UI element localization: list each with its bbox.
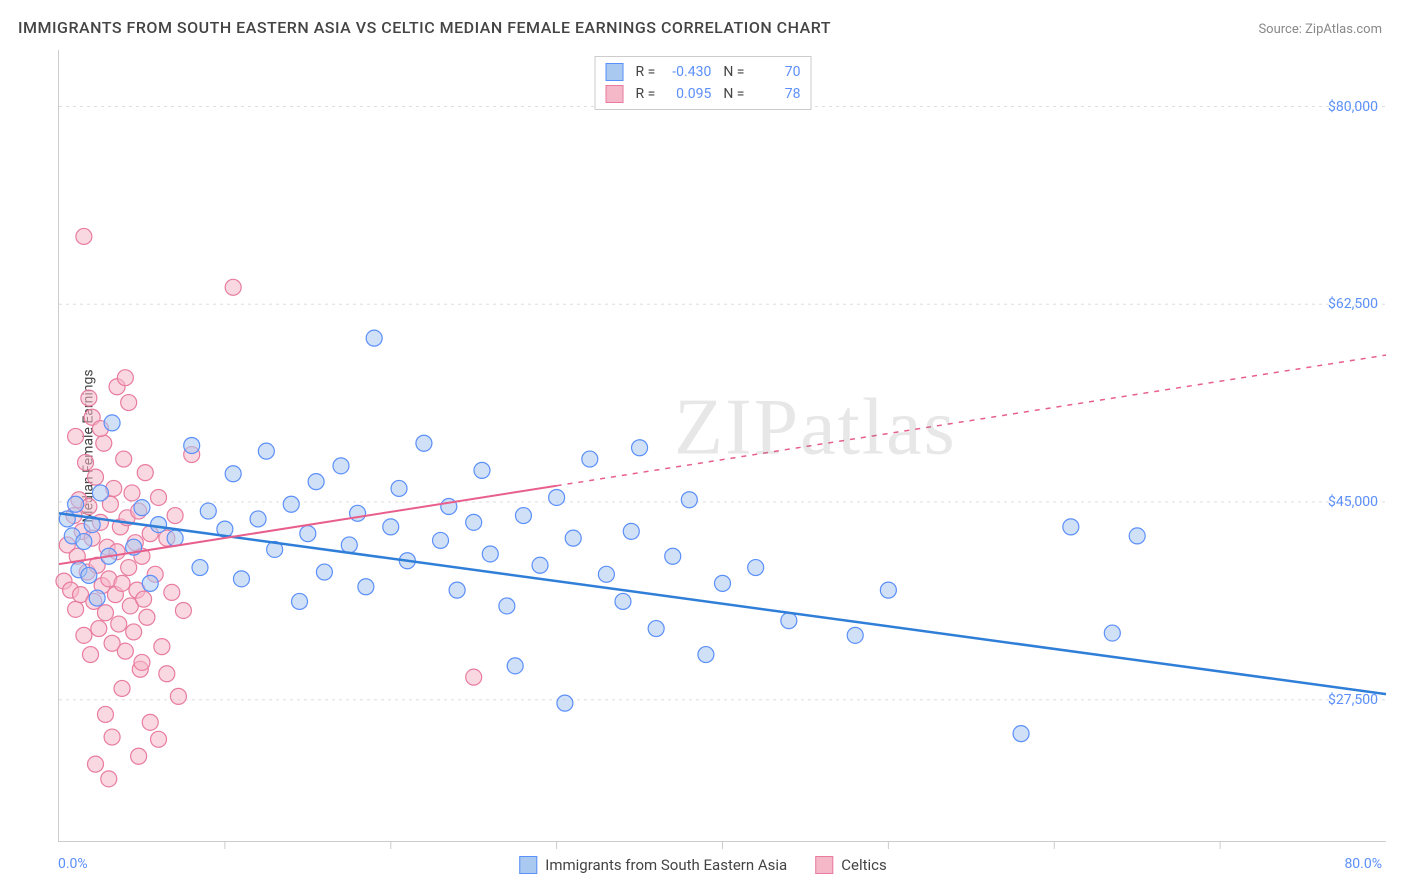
legend-item-1: Immigrants from South Eastern Asia [519, 856, 787, 874]
legend-swatch-blue [519, 856, 537, 874]
chart-title: IMMIGRANTS FROM SOUTH EASTERN ASIA VS CE… [18, 18, 831, 37]
legend-row-series1: R = -0.430 N = 70 [606, 61, 801, 83]
legend-item-2: Celtics [815, 856, 887, 874]
series-legend: Immigrants from South Eastern Asia Celti… [519, 856, 887, 874]
legend-label-1: Immigrants from South Eastern Asia [545, 856, 787, 874]
legend-row-series2: R = 0.095 N = 78 [606, 83, 801, 105]
legend-swatch-pink [815, 856, 833, 874]
n-value-1: 70 [750, 64, 800, 80]
y-tick-label: $45,000 [1328, 494, 1378, 510]
r-label: R = [636, 86, 656, 102]
x-max-label: 80.0% [1344, 856, 1382, 872]
x-min-label: 0.0% [58, 856, 88, 872]
r-value-1: -0.430 [661, 64, 711, 80]
chart-svg [59, 50, 1386, 841]
legend-swatch-pink [606, 85, 624, 103]
r-label: R = [636, 64, 656, 80]
r-value-2: 0.095 [661, 86, 711, 102]
n-label: N = [723, 86, 744, 102]
legend-swatch-blue [606, 63, 624, 81]
y-tick-label: $80,000 [1328, 99, 1378, 115]
source-link[interactable]: ZipAtlas.com [1305, 22, 1382, 37]
y-tick-label: $27,500 [1328, 692, 1378, 708]
source-label: Source: [1258, 22, 1301, 37]
correlation-legend: R = -0.430 N = 70 R = 0.095 N = 78 [595, 56, 812, 110]
legend-label-2: Celtics [841, 856, 887, 874]
source-attribution: Source: ZipAtlas.com [1258, 22, 1382, 37]
n-label: N = [723, 64, 744, 80]
y-tick-label: $62,500 [1328, 296, 1378, 312]
plot-area: $27,500 $45,000 $62,500 $80,000 [58, 50, 1386, 842]
n-value-2: 78 [750, 86, 800, 102]
